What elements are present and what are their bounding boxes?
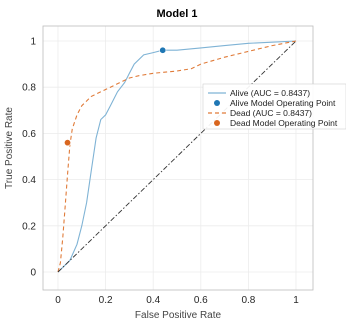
- x-axis-label: False Positive Rate: [135, 310, 222, 321]
- legend-label: Alive Model Operating Point: [230, 98, 336, 108]
- series-lines: [57, 40, 297, 273]
- legend-label: Alive (AUC = 0.8437): [230, 88, 310, 98]
- legend-point-marker: [214, 100, 220, 106]
- x-tick-label: 1: [293, 295, 299, 306]
- y-tick-label: 0.4: [22, 175, 36, 186]
- x-tick-label: 0: [55, 295, 61, 306]
- y-axis-label: True Positive Rate: [4, 107, 15, 189]
- legend-point-marker: [214, 120, 220, 126]
- chart-title: Model 1: [157, 8, 198, 20]
- operating-point-alive: [159, 46, 167, 54]
- grid: [43, 26, 313, 290]
- x-tick-label: 0.8: [241, 295, 255, 306]
- y-tick-label: 1: [30, 37, 36, 48]
- x-tick-label: 0.4: [146, 295, 160, 306]
- y-tick-label: 0.2: [22, 221, 36, 232]
- legend-box: [202, 83, 346, 130]
- axis-ticks: 0 0.2 0.4 0.6 0.8 1 0 0.2 0.4 0.6 0.8 1: [22, 37, 299, 307]
- legend: Alive (AUC = 0.8437)Alive Model Operatin…: [202, 83, 346, 130]
- operating-point-dead: [64, 139, 72, 147]
- x-tick-label: 0.6: [194, 295, 208, 306]
- series-line-dead: [57, 40, 297, 273]
- plot-area-frame: [42, 25, 314, 291]
- series-line-alive: [57, 40, 297, 273]
- y-tick-label: 0.8: [22, 83, 36, 94]
- x-tick-label: 0.2: [99, 295, 113, 306]
- chance-diagonal-line: [57, 40, 297, 273]
- legend-label: Dead (AUC = 0.8437): [230, 108, 312, 118]
- y-tick-label: 0: [30, 268, 36, 279]
- y-tick-label: 0.6: [22, 129, 36, 140]
- operating-points: [64, 46, 167, 147]
- legend-label: Dead Model Operating Point: [230, 118, 338, 128]
